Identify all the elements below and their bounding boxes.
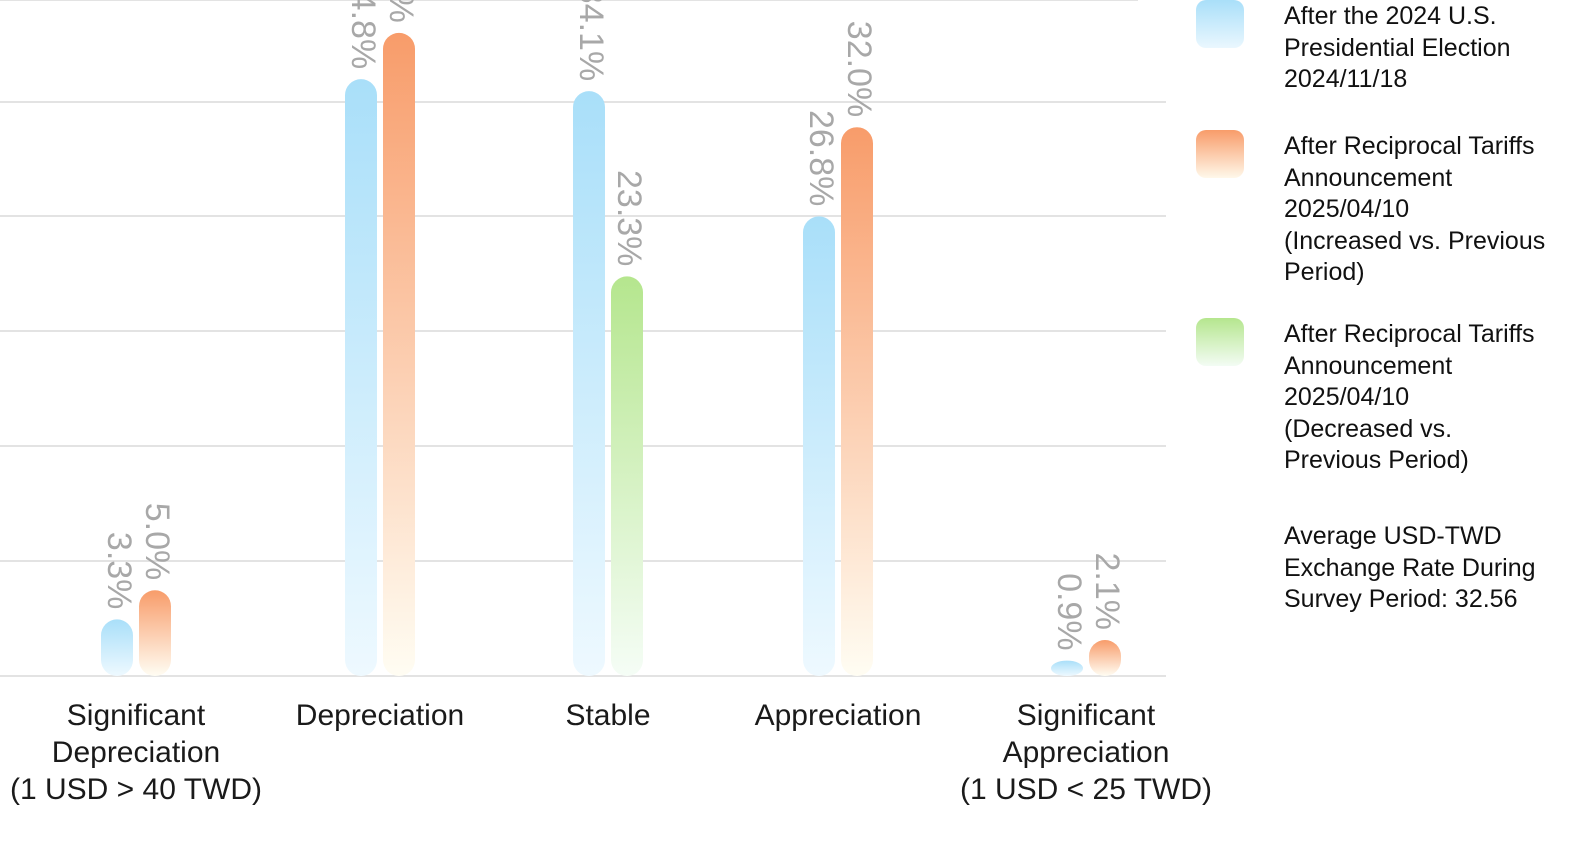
exchange-rate-note: Average USD-TWD Exchange Rate During Sur…	[1284, 521, 1584, 616]
category-label: Significant Appreciation (1 USD < 25 TWD…	[960, 697, 1212, 808]
legend-swatch-series-3	[1196, 318, 1244, 366]
legend-swatch-series-1	[1196, 0, 1244, 48]
value-label: 32.0%	[840, 21, 878, 117]
value-label: 0.9%	[1050, 573, 1088, 651]
category-label: Depreciation	[296, 697, 464, 734]
bar-series-1-cat-5	[1051, 661, 1083, 676]
value-label: 37.5%	[382, 0, 420, 23]
bar-series-2-cat-1	[139, 590, 171, 676]
bar-series-1-cat-2	[345, 79, 377, 676]
bar-series-1-cat-3	[573, 91, 605, 676]
value-label: 34.1%	[572, 0, 610, 81]
bar-series-2-cat-4	[841, 127, 873, 676]
bar-series-2-cat-2	[383, 33, 415, 676]
bars	[101, 33, 1121, 676]
legend-label-series-1: After the 2024 U.S. Presidential Electio…	[1284, 1, 1584, 96]
category-label: Significant Depreciation (1 USD > 40 TWD…	[10, 697, 262, 808]
value-label: 2.1%	[1088, 552, 1126, 630]
category-label: Stable	[565, 697, 650, 734]
value-label: 5.0%	[138, 503, 176, 581]
legend-swatch-series-2	[1196, 130, 1244, 178]
value-label: 26.8%	[802, 110, 840, 206]
legend-label-series-2: After Reciprocal Tariffs Announcement 20…	[1284, 131, 1584, 289]
legend-label-series-3: After Reciprocal Tariffs Announcement 20…	[1284, 319, 1584, 477]
bar-series-1-cat-1	[101, 619, 133, 676]
value-label: 23.3%	[610, 170, 648, 266]
value-label: 3.3%	[100, 532, 138, 610]
bar-series-1-cat-4	[803, 216, 835, 676]
value-label: 34.8%	[344, 0, 382, 69]
bar-series-2-cat-5	[1089, 640, 1121, 676]
category-label: Appreciation	[755, 697, 922, 734]
bar-series-3-cat-3	[611, 276, 643, 676]
